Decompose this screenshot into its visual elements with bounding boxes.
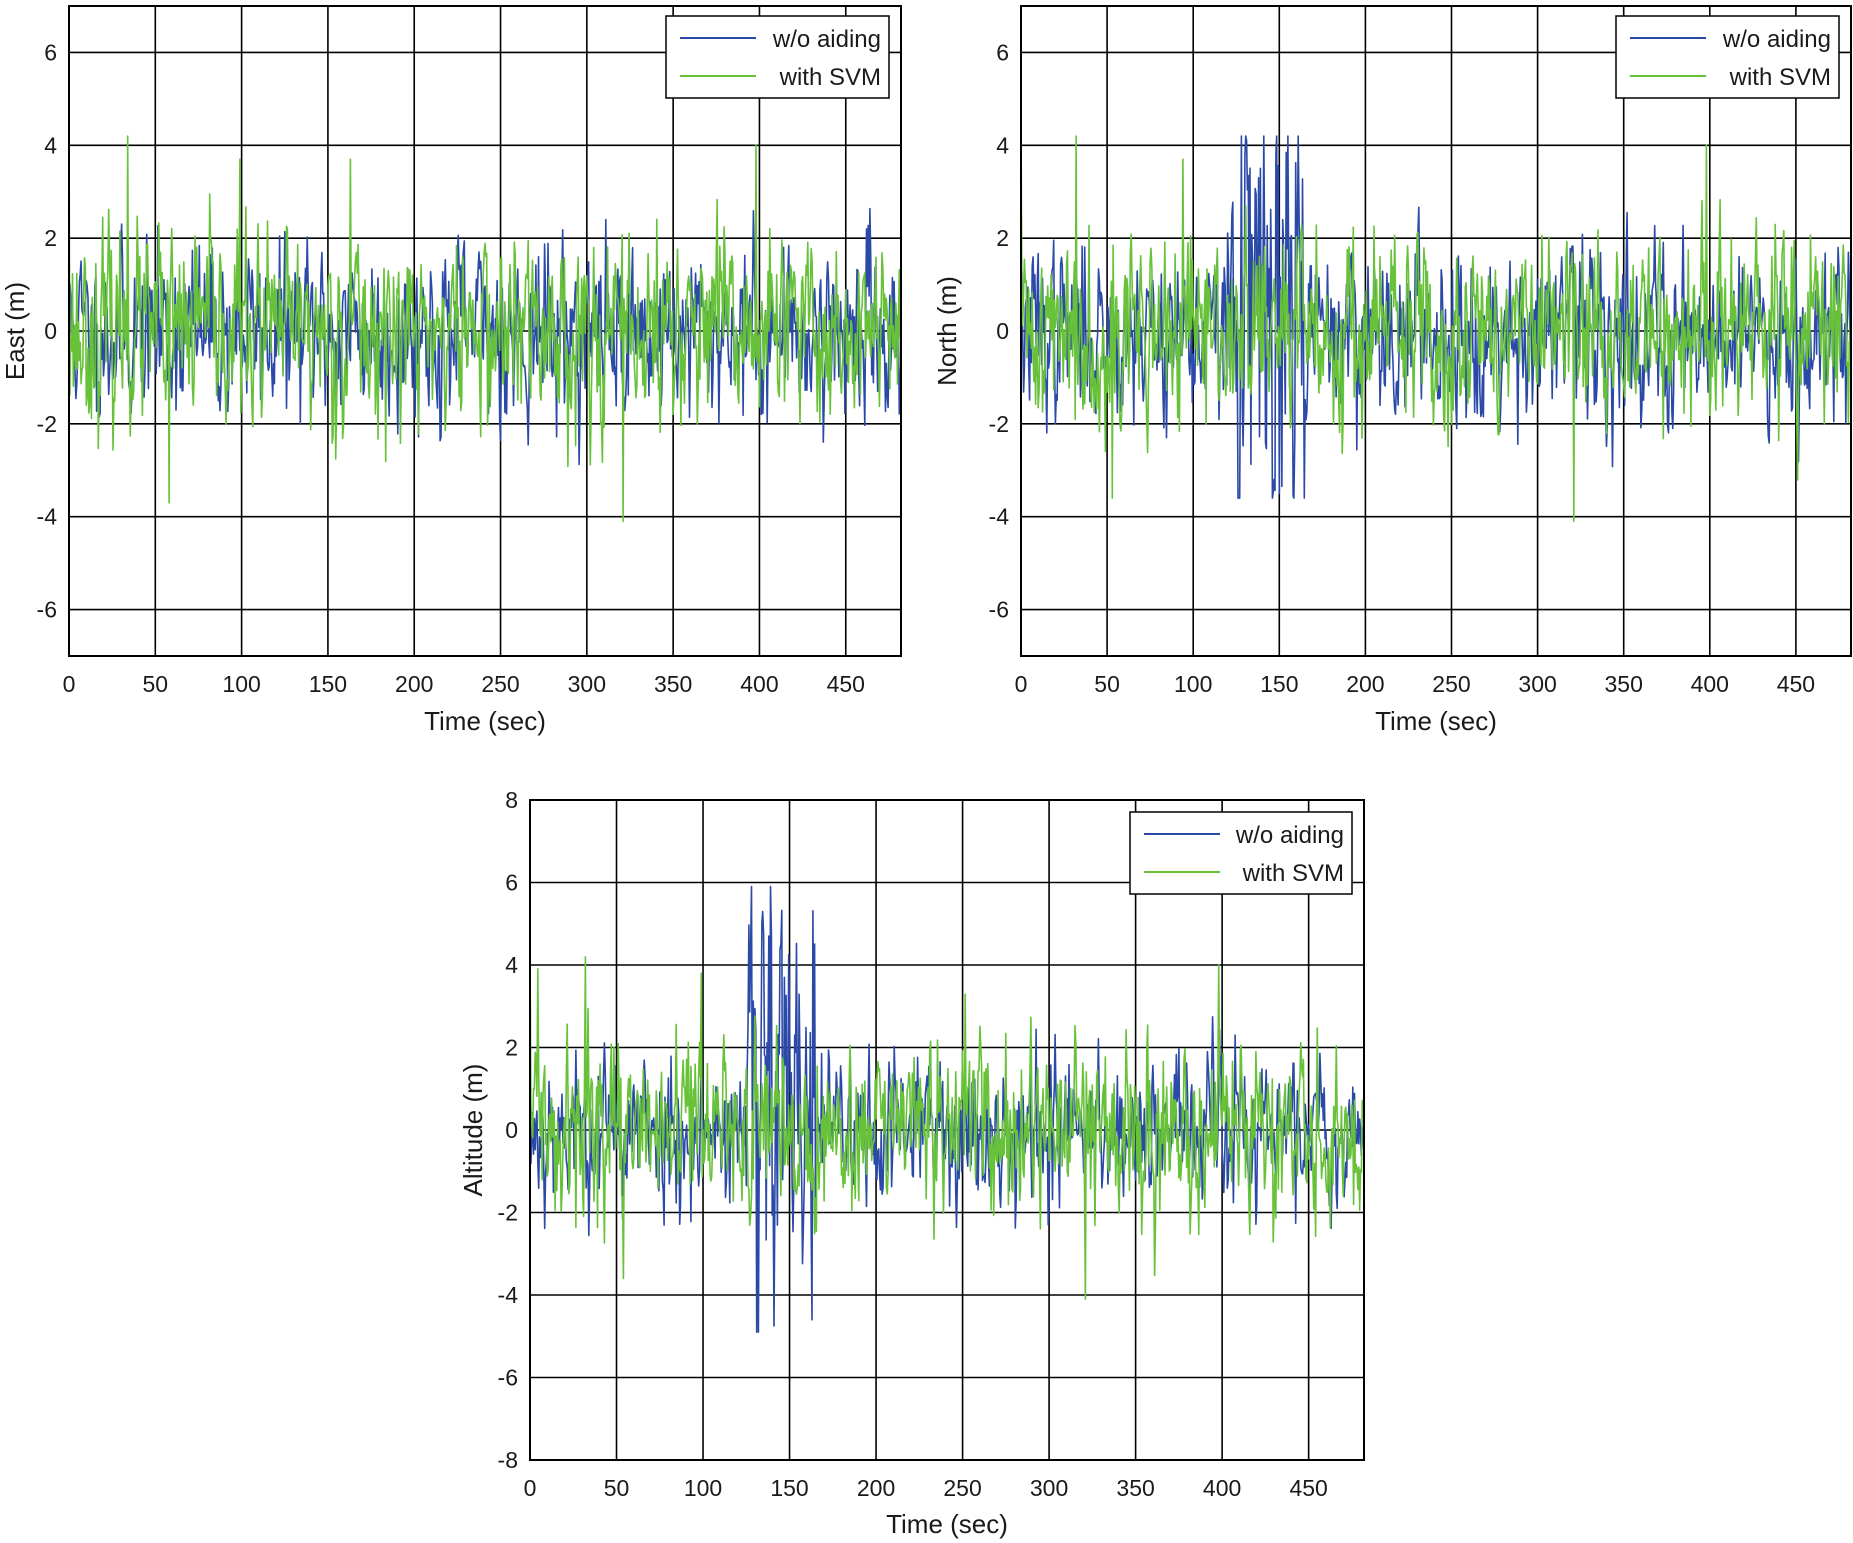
altitude-y-tick-label: -8 [498, 1447, 518, 1473]
east-x-tick-label: 0 [63, 671, 76, 697]
altitude-y-tick-label: 4 [505, 952, 518, 978]
north-x-tick-label: 400 [1691, 671, 1729, 697]
altitude-y-tick-label: 8 [505, 787, 518, 813]
altitude-legend-label-without-aiding: w/o aiding [1235, 822, 1344, 849]
altitude-y-tick-label: -2 [498, 1200, 518, 1226]
altitude-legend-box [1129, 811, 1353, 895]
altitude-y-tick-label: -6 [498, 1365, 518, 1391]
east-x-tick-label: 400 [740, 671, 778, 697]
north-x-tick-label: 350 [1605, 671, 1643, 697]
north-legend: w/o aiding with SVM [1615, 15, 1840, 99]
east-y-tick-label: 2 [44, 225, 57, 251]
north-y-tick-label: 2 [996, 225, 1009, 251]
north-y-tick-label: 0 [996, 318, 1009, 344]
east-x-tick-label: 150 [309, 671, 347, 697]
east-series-with-svm [68, 122, 902, 523]
east-y-tick-label: -2 [37, 411, 57, 437]
altitude-x-tick-label: 350 [1116, 1475, 1154, 1501]
altitude-x-tick-label: 300 [1030, 1475, 1068, 1501]
altitude-y-tick-label: 0 [505, 1117, 518, 1143]
altitude-x-tick-label: 150 [770, 1475, 808, 1501]
east-y-tick-label: 0 [44, 318, 57, 344]
altitude-legend-label-with-svm: with SVM [1242, 860, 1344, 887]
east-x-tick-label: 100 [222, 671, 260, 697]
north-x-tick-label: 200 [1346, 671, 1384, 697]
north-x-tick-label: 100 [1174, 671, 1212, 697]
north-y-tick-label: 4 [996, 132, 1009, 158]
north-legend-box [1615, 15, 1840, 99]
north-x-tick-label: 50 [1094, 671, 1120, 697]
east-x-tick-label: 200 [395, 671, 433, 697]
north-chart: 0 50 100 150 200 250 300 350 400 450 -6 -4 -2 0 2 4 6 Ti… [932, 5, 1852, 736]
north-legend-label-with-svm: with SVM [1729, 64, 1831, 91]
east-x-axis-label: Time (sec) [424, 706, 546, 736]
altitude-x-tick-label: 250 [943, 1475, 981, 1501]
north-x-axis-label: Time (sec) [1375, 706, 1497, 736]
altitude-y-tick-label: 6 [505, 870, 518, 896]
east-x-tick-label: 50 [143, 671, 169, 697]
east-legend-label-with-svm: with SVM [779, 64, 881, 91]
north-y-axis-label: North (m) [932, 276, 962, 386]
east-legend-box [665, 15, 890, 99]
east-y-tick-label: 6 [44, 39, 57, 65]
east-y-tick-label: 4 [44, 132, 57, 158]
altitude-y-tick-label: -4 [498, 1282, 519, 1308]
north-y-tick-label: -6 [989, 597, 1009, 623]
east-y-axis-label: East (m) [0, 282, 30, 380]
north-y-tick-label: -4 [989, 504, 1010, 530]
altitude-x-tick-label: 200 [857, 1475, 895, 1501]
altitude-y-axis-label: Altitude (m) [458, 1064, 488, 1197]
east-legend: w/o aiding with SVM [665, 15, 890, 99]
east-chart: 0 50 100 150 200 250 300 350 400 450 -6 -4 -2 0 2 4 6 Ti… [0, 5, 902, 736]
altitude-x-axis-label: Time (sec) [886, 1509, 1008, 1539]
north-y-tick-label: -2 [989, 411, 1009, 437]
altitude-x-tick-label: 0 [524, 1475, 537, 1501]
east-y-tick-label: -4 [37, 504, 58, 530]
altitude-y-tick-label: 2 [505, 1035, 518, 1061]
north-x-tick-label: 450 [1777, 671, 1815, 697]
north-x-tick-label: 0 [1015, 671, 1028, 697]
altitude-series-with-svm [529, 944, 1365, 1300]
east-legend-label-without-aiding: w/o aiding [772, 26, 881, 53]
north-legend-label-without-aiding: w/o aiding [1722, 26, 1831, 53]
east-x-tick-label: 350 [654, 671, 692, 697]
east-x-tick-label: 250 [481, 671, 519, 697]
north-y-tick-label: 6 [996, 39, 1009, 65]
altitude-x-tick-label: 100 [684, 1475, 722, 1501]
east-x-tick-label: 300 [568, 671, 606, 697]
altitude-x-tick-label: 50 [604, 1475, 630, 1501]
east-y-tick-label: -6 [37, 597, 57, 623]
altitude-chart: 0 50 100 150 200 250 300 350 400 450 -8 -6 -4 -2 0 2 4 6 8… [458, 787, 1365, 1539]
altitude-x-tick-label: 450 [1289, 1475, 1327, 1501]
east-x-tick-label: 450 [827, 671, 865, 697]
north-series-with-svm [1020, 122, 1852, 523]
north-x-tick-label: 250 [1432, 671, 1470, 697]
altitude-x-tick-label: 400 [1203, 1475, 1241, 1501]
altitude-legend: w/o aiding with SVM [1129, 811, 1353, 895]
north-x-tick-label: 300 [1518, 671, 1556, 697]
north-x-tick-label: 150 [1260, 671, 1298, 697]
